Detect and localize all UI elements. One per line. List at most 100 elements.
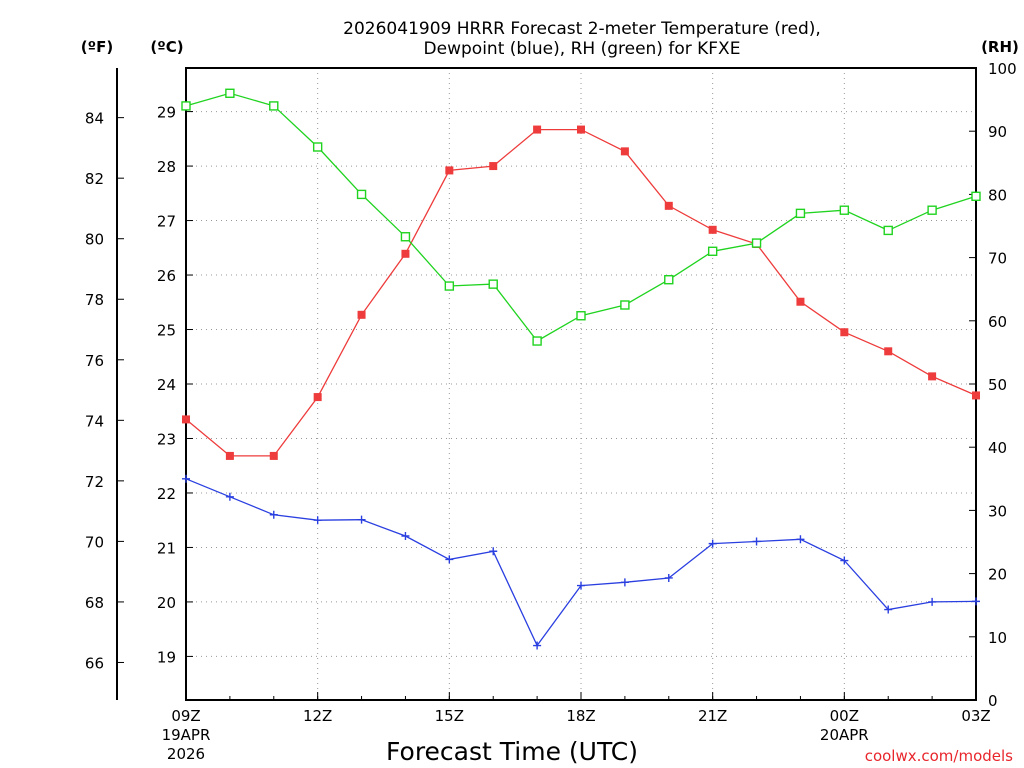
celsius-tick-label: 22 — [157, 485, 176, 503]
x-axis-label: Forecast Time (UTC) — [386, 737, 638, 766]
rh-point — [181, 101, 191, 111]
rh-tick-label: 40 — [988, 439, 1007, 457]
fahrenheit-axis: 66 68 70 72 74 76 78 80 82 84 — [85, 110, 124, 672]
dewpoint-point — [796, 535, 805, 544]
dewpoint-point — [225, 492, 234, 501]
x-tick-label: 18Z — [566, 707, 595, 725]
x-tick-label: 12Z — [303, 707, 332, 725]
chart-title-line-1: 2026041909 HRRR Forecast 2-meter Tempera… — [343, 19, 821, 39]
dewpoint-series — [182, 474, 980, 650]
rh-point — [356, 189, 367, 200]
temperature-point — [269, 451, 278, 460]
celsius-tick-label: 26 — [157, 267, 176, 285]
dewpoint-point — [357, 515, 366, 524]
temperature-point — [928, 372, 937, 381]
dewpoint-point — [928, 597, 937, 606]
rh-point — [664, 275, 674, 285]
rh-tick-label: 60 — [988, 313, 1007, 331]
rh-point — [971, 191, 981, 201]
rh-point — [400, 232, 411, 242]
credit-text: coolwx.com/models — [865, 747, 1013, 765]
x-tick-label: 00Z — [830, 707, 859, 725]
rh-tick-label: 30 — [988, 502, 1007, 520]
fahrenheit-tick-label: 68 — [85, 594, 104, 612]
fahrenheit-tick-label: 80 — [85, 231, 104, 249]
temperature-point — [840, 328, 849, 337]
rh-unit-label: (RH) — [981, 38, 1019, 56]
rh-tick-label: 50 — [988, 376, 1007, 394]
dewpoint-point — [489, 547, 498, 556]
x-tick-label: 15Z — [435, 707, 464, 725]
x-tick-label: 19APR — [162, 726, 211, 744]
rh-point — [707, 246, 718, 256]
temperature-point — [182, 415, 190, 424]
temperature-point — [225, 451, 234, 460]
dewpoint-point — [182, 474, 190, 483]
rh-point — [532, 336, 542, 346]
temperature-point — [401, 249, 410, 258]
dewpoint-point — [664, 573, 673, 582]
fahrenheit-tick-label: 78 — [85, 291, 104, 309]
rh-point — [839, 205, 850, 215]
celsius-tick-label: 23 — [157, 430, 176, 448]
celsius-tick-label: 25 — [157, 322, 176, 340]
temperature-point — [664, 201, 673, 210]
celsius-tick-label: 21 — [157, 539, 176, 557]
rh-point — [488, 279, 498, 289]
x-tick-label: 20APR — [820, 726, 869, 744]
temperature-point — [708, 225, 717, 234]
rh-series — [181, 88, 981, 346]
dewpoint-point — [269, 510, 278, 519]
celsius-axis: 19 20 21 22 23 24 25 26 27 28 29 — [157, 104, 193, 666]
gridlines — [186, 68, 976, 700]
rh-point — [927, 205, 937, 215]
rh-tick-label: 0 — [988, 692, 998, 710]
fahrenheit-tick-label: 66 — [85, 654, 104, 672]
x-tick-label: 2026 — [167, 745, 205, 763]
chart-title-line-2: Dewpoint (blue), RH (green) for KFXE — [424, 39, 741, 59]
dewpoint-point — [884, 605, 893, 614]
dewpoint-point — [840, 556, 849, 565]
rh-tick-label: 80 — [988, 186, 1007, 204]
temperature-point — [620, 147, 629, 156]
temperature-point — [489, 162, 498, 171]
fahrenheit-tick-label: 72 — [85, 473, 104, 491]
temperature-point — [577, 125, 585, 134]
dewpoint-point — [577, 581, 585, 590]
rh-point — [620, 300, 630, 310]
fahrenheit-tick-label: 74 — [85, 412, 104, 430]
temperature-series — [182, 125, 980, 460]
rh-tick-label: 100 — [988, 60, 1017, 78]
x-tick-label: 21Z — [698, 707, 727, 725]
celsius-tick-label: 24 — [157, 376, 176, 394]
chart-title: 2026041909 HRRR Forecast 2-meter Tempera… — [343, 19, 821, 59]
dewpoint-point — [972, 597, 980, 606]
temperature-point — [796, 297, 805, 306]
rh-tick-label: 10 — [988, 629, 1007, 647]
temperature-point — [972, 391, 980, 400]
dewpoint-point — [313, 516, 322, 525]
dewpoint-point — [401, 532, 410, 541]
celsius-tick-label: 27 — [157, 213, 176, 231]
celsius-tick-label: 29 — [157, 104, 176, 122]
temperature-point — [357, 310, 366, 319]
celsius-tick-label: 19 — [157, 648, 176, 666]
fahrenheit-tick-label: 76 — [85, 352, 104, 370]
dewpoint-point — [620, 578, 629, 587]
rh-point — [225, 88, 235, 98]
series-layer — [181, 88, 981, 650]
rh-point — [444, 281, 455, 291]
celsius-unit-label: (ºC) — [150, 38, 183, 56]
fahrenheit-tick-label: 84 — [85, 110, 104, 128]
dewpoint-point — [752, 537, 761, 546]
temperature-point — [313, 393, 322, 402]
rh-point — [883, 225, 893, 236]
celsius-tick-label: 28 — [157, 158, 176, 176]
dewpoint-point — [533, 641, 542, 650]
temperature-point — [884, 347, 893, 356]
fahrenheit-unit-label: (ºF) — [81, 38, 113, 56]
rh-tick-label: 20 — [988, 566, 1007, 584]
dewpoint-point — [708, 539, 717, 548]
